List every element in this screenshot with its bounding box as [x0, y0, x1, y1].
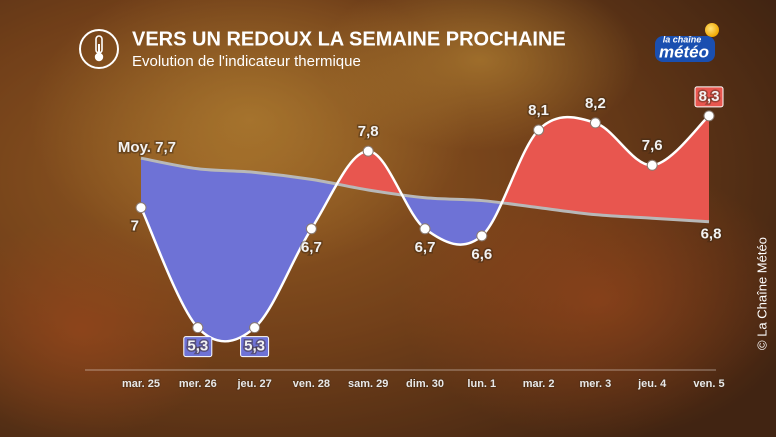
value-label: 6,6 — [471, 246, 492, 263]
x-tick-label: mar. 2 — [523, 378, 555, 390]
logo-text: météo — [659, 42, 709, 61]
x-tick-label: ven. 28 — [293, 378, 330, 390]
logo-badge — [655, 36, 715, 62]
logo-sun — [705, 23, 719, 37]
average-line — [140, 156, 710, 224]
point — [305, 223, 317, 235]
point — [703, 110, 715, 122]
background-glow — [320, 0, 640, 150]
background-glow — [400, 160, 776, 437]
x-tick-label: dim. 30 — [406, 378, 444, 390]
value-label-box — [240, 336, 270, 358]
value-label-box — [694, 86, 724, 108]
plot: mar. 25 mer. 26 jeu. 27 ven. 28 sam. 29 dim. … — [85, 86, 726, 391]
point — [419, 223, 431, 235]
value-label: 5,3 — [187, 338, 208, 355]
point — [192, 322, 204, 334]
background-glow — [0, 220, 220, 437]
average-label: Moy. 7,7 — [118, 139, 176, 156]
title: VERS UN REDOUX LA SEMAINE PROCHAINE — [132, 28, 566, 50]
value-label: 6,7 — [301, 239, 322, 256]
point — [476, 230, 488, 242]
x-tick-label: mer. 3 — [579, 378, 611, 390]
x-tick-label: ven. 5 — [693, 378, 724, 390]
point — [533, 124, 545, 136]
point — [249, 322, 261, 334]
value-label: 6,7 — [415, 239, 436, 256]
logo-text: la chaîne — [663, 34, 702, 44]
x-tick-label: sam. 29 — [348, 378, 388, 390]
credit: © La Chaîne Météo — [754, 237, 769, 350]
point — [646, 159, 658, 171]
point — [135, 202, 147, 214]
value-label: 8,1 — [528, 102, 549, 119]
logo: la chaîne météo — [655, 23, 719, 62]
x-tick-label: mar. 25 — [122, 378, 160, 390]
value-label: 7,8 — [358, 123, 379, 140]
point — [362, 145, 374, 157]
x-tick-label: lun. 1 — [467, 378, 496, 390]
value-label: 8,3 — [699, 88, 720, 105]
x-tick-label: mer. 26 — [179, 378, 217, 390]
value-label: 5,3 — [244, 338, 265, 355]
value-label: 7,6 — [642, 137, 663, 154]
x-tick-label: jeu. 27 — [236, 378, 271, 390]
subtitle: Evolution de l'indicateur thermique — [132, 53, 361, 70]
thermometer-icon — [79, 29, 119, 69]
value-label: 8,2 — [585, 95, 606, 112]
average-label: 6,8 — [701, 226, 722, 243]
x-tick-label: jeu. 4 — [637, 378, 667, 390]
value-label-box — [183, 336, 213, 358]
area-above — [141, 115, 709, 222]
point — [589, 117, 601, 129]
value-label: 7 — [131, 218, 139, 235]
